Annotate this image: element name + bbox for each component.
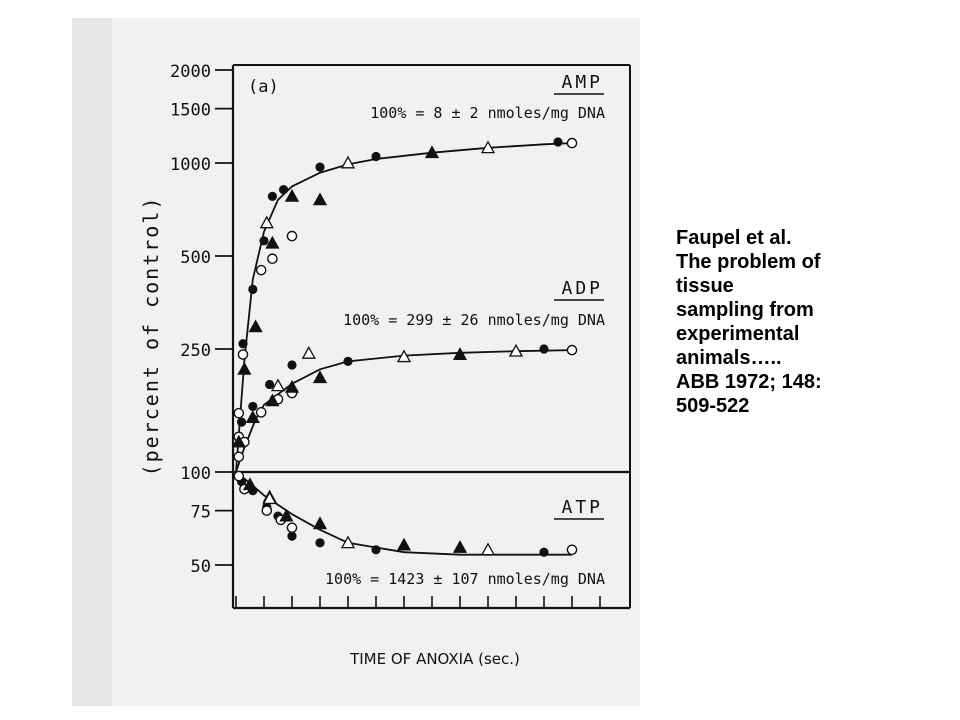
adp-filled-circle-point <box>265 379 275 390</box>
y-tick-label: 1000 <box>170 155 211 175</box>
panel-label: (a) <box>248 77 279 97</box>
series-annotation-atp: 100% = 1423 ± 107 nmoles/mg DNA <box>325 570 605 588</box>
points-layer <box>231 137 578 557</box>
amp-filled-circle-point <box>279 185 289 195</box>
caption-line-6: animals….. <box>676 347 782 369</box>
series-name-adp: ADP <box>561 278 603 299</box>
atp-filled-circle-point <box>315 538 325 548</box>
adp-filled-triangle-point <box>312 370 328 384</box>
y-tick-label: 75 <box>191 503 211 523</box>
y-tick-label: 100 <box>180 464 211 484</box>
amp-filled-triangle-point <box>312 192 328 206</box>
adp-filled-circle-point <box>248 401 258 412</box>
amp-filled-circle-point <box>553 137 563 147</box>
adp-open-triangle-point <box>270 378 286 392</box>
fit-curve-adp <box>235 349 573 473</box>
amp-filled-triangle-point <box>284 189 300 202</box>
atp-filled-circle-point <box>287 531 297 541</box>
atp-filled-triangle-point <box>242 477 258 491</box>
amp-filled-triangle-point <box>424 145 440 159</box>
atp-filled-triangle-point <box>312 516 328 530</box>
atp-open-circle-point <box>261 505 273 516</box>
atp-filled-triangle-point <box>452 540 468 553</box>
caption-line-1: Faupel et al. <box>676 227 792 249</box>
amp-filled-triangle-point <box>237 361 252 375</box>
amp-filled-triangle-point <box>265 235 280 249</box>
adp-filled-circle-point <box>343 356 353 366</box>
atp-open-circle-point <box>233 470 245 482</box>
y-tick-label: 1500 <box>170 101 211 121</box>
adp-filled-circle-point <box>539 344 549 354</box>
adp-open-triangle-point <box>301 346 316 359</box>
amp-filled-triangle-point <box>248 319 263 333</box>
caption-line-4: sampling from <box>676 299 814 321</box>
amp-open-triangle-point <box>340 155 356 169</box>
y-axis-label: (percent of control) <box>139 196 163 477</box>
x-axis-label: TIME OF ANOXIA (sec.) <box>349 650 520 668</box>
amp-open-triangle-point <box>259 215 274 229</box>
adp-filled-triangle-point <box>452 347 468 360</box>
citation-caption: Faupel et al. The problem of tissue samp… <box>676 226 916 418</box>
adp-open-triangle-point <box>508 343 524 357</box>
amp-filled-circle-point <box>315 162 325 172</box>
scan-background <box>72 18 640 706</box>
atp-open-triangle-point <box>340 535 356 549</box>
adp-filled-circle-point <box>287 360 297 370</box>
y-tick-label: 500 <box>180 248 211 268</box>
amp-filled-circle-point <box>259 236 269 246</box>
amp-filled-circle-point <box>267 191 277 201</box>
amp-filled-circle-point <box>238 339 248 349</box>
series-name-atp: ATP <box>561 497 603 518</box>
caption-line-7: ABB 1972; 148: <box>676 371 822 393</box>
caption-line-5: experimental <box>676 323 800 345</box>
adp-filled-triangle-point <box>265 393 280 407</box>
atp-filled-triangle-point <box>279 508 294 522</box>
adp-open-circle-point <box>255 407 267 418</box>
labels-layer: 2000 1500 1000 500 250 100 75 50 (percent of con… <box>139 62 605 668</box>
atp-filled-circle-point <box>371 545 381 555</box>
adp-open-circle-point <box>233 407 245 419</box>
amp-filled-circle-point <box>248 284 258 294</box>
amp-open-circle-point <box>237 349 249 360</box>
adp-filled-triangle-point <box>231 434 246 448</box>
amp-open-circle-point <box>286 230 298 242</box>
atp-open-circle-point <box>566 544 578 556</box>
atp-open-triangle-point <box>262 491 277 505</box>
amp-filled-circle-point <box>371 151 381 162</box>
y-tick-label: 50 <box>191 557 211 577</box>
caption-line-8: 509-522 <box>676 395 750 417</box>
atp-filled-triangle-point <box>396 537 412 551</box>
series-annotation-adp: 100% = 299 ± 26 nmoles/mg DNA <box>343 311 605 329</box>
caption-line-2: The problem of <box>676 251 821 273</box>
adp-open-circle-point <box>566 344 578 356</box>
caption-line-3: tissue <box>676 275 734 297</box>
scan-shadow-strip <box>72 18 112 706</box>
adp-open-triangle-point <box>396 349 412 363</box>
atp-open-circle-point <box>286 522 298 534</box>
adp-filled-triangle-point <box>284 379 300 393</box>
adp-filled-circle-point <box>237 417 247 427</box>
amp-open-circle-point <box>566 137 578 149</box>
series-annotation-amp: 100% = 8 ± 2 nmoles/mg DNA <box>370 104 605 122</box>
axes-layer <box>215 64 631 610</box>
adp-filled-triangle-point <box>245 410 260 424</box>
atp-filled-circle-point <box>539 547 549 557</box>
y-tick-label: 2000 <box>170 62 211 82</box>
adp-open-circle-point <box>233 451 245 463</box>
amp-open-circle-point <box>267 253 278 265</box>
series-name-amp: AMP <box>561 72 603 93</box>
y-tick-label: 250 <box>180 341 211 361</box>
amp-open-triangle-point <box>480 140 496 154</box>
atp-open-triangle-point <box>480 542 496 556</box>
amp-open-circle-point <box>255 264 267 276</box>
